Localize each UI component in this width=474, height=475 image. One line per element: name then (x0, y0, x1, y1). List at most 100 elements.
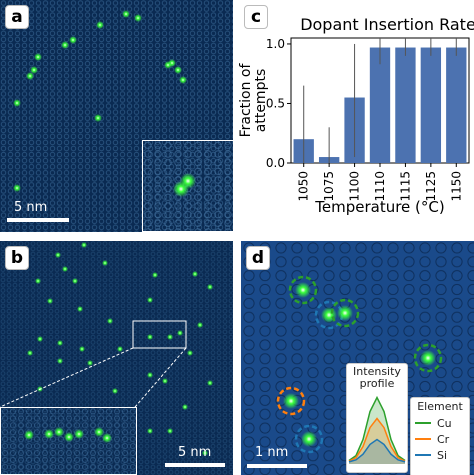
zoom-connector (0, 347, 134, 408)
zoom-region (132, 320, 187, 349)
scalebar-d (247, 464, 307, 468)
bar-chart: Dopant Insertion Rate Temperature (°C) Fra… (238, 15, 474, 216)
bar (420, 47, 442, 163)
dopant-atom (81, 242, 87, 248)
intensity-profile-box: Intensity profile (346, 363, 408, 473)
panel-a-label: a (5, 5, 29, 29)
intensity-profile-chart (348, 395, 406, 464)
dopant-atom (202, 450, 208, 456)
dopant-atom (102, 433, 112, 443)
legend-label: Cu (437, 416, 452, 430)
dopant-atom (35, 278, 41, 284)
panel-b-micrograph: b 5 nm (0, 241, 233, 475)
dopant-atom (147, 297, 153, 303)
dopant-atom (79, 346, 85, 352)
dopant-atom (420, 350, 436, 366)
dopant-atom (207, 284, 213, 290)
dopant-atom (167, 334, 173, 340)
dopant-atom (167, 428, 173, 434)
dopant-atom (61, 41, 69, 49)
scalebar-d-label: 1 nm (255, 445, 289, 460)
y-axis-label: attempts (253, 69, 269, 132)
panel-a-micrograph: a 5 nm (0, 0, 233, 232)
x-tick-label: 1125 (424, 171, 438, 202)
dopant-atom (295, 282, 311, 298)
dopant-atom (94, 427, 104, 437)
dopant-atom (54, 427, 64, 437)
y-axis-label: Fraction of (238, 63, 254, 138)
dopant-atom (301, 431, 317, 447)
dopant-atom (74, 429, 84, 439)
dopant-atom (94, 114, 102, 122)
legend-swatch (415, 438, 431, 440)
dopant-atom (69, 36, 77, 44)
dopant-atom (164, 61, 172, 69)
bar (395, 47, 416, 163)
dopant-atom (179, 76, 187, 84)
legend-swatch (415, 422, 431, 424)
micrograph-a-image (0, 0, 233, 232)
dopant-atom (174, 66, 182, 74)
profile-line (348, 417, 406, 462)
dopant-atom (62, 266, 68, 272)
dopant-atom (134, 14, 142, 22)
chart-title: Dopant Insertion Rate (300, 15, 474, 34)
element-legend: Element Cu Cr Si (410, 397, 470, 475)
dopant-atom (122, 10, 130, 18)
dopant-atom (44, 429, 54, 439)
dopant-atom (112, 388, 118, 394)
bar (369, 47, 391, 163)
dopant-atom (47, 298, 53, 304)
x-tick-label: 1050 (297, 171, 311, 202)
y-tick-label: 0.5 (266, 96, 285, 110)
panel-c-label: c (244, 5, 268, 29)
scalebar-b (165, 463, 225, 467)
panel-d-label: d (246, 246, 270, 270)
dopant-atom (207, 380, 213, 386)
dopant-atom (147, 334, 153, 340)
zoom-connector (134, 347, 187, 408)
dopant-atom (96, 21, 104, 29)
x-tick-label: 1075 (322, 171, 336, 202)
dopant-atom (55, 252, 61, 258)
dopant-atom (182, 404, 188, 410)
dopant-atom (27, 350, 33, 356)
legend-label: Si (437, 448, 448, 462)
legend-entry: Si (411, 447, 469, 463)
panel-b-label: b (5, 246, 29, 270)
dopant-atom (34, 53, 42, 61)
inset-a-image (143, 141, 233, 231)
inset-b (0, 407, 137, 475)
element-marker-circle (288, 275, 318, 305)
dopant-atom (102, 260, 108, 266)
element-marker-circle (413, 343, 443, 373)
y-tick-label: 0.0 (266, 156, 285, 170)
inset-b-image (1, 408, 136, 474)
dopant-atom (117, 346, 123, 352)
dopant-atom (37, 336, 43, 342)
element-marker-circle (294, 424, 324, 454)
dopant-atom (57, 340, 63, 346)
dopant-atom (177, 330, 183, 336)
profile-band (349, 439, 405, 464)
dopant-atom (26, 72, 34, 80)
dopant-atom (173, 181, 189, 197)
legend-entry: Cr (411, 431, 469, 447)
dopant-atom (147, 428, 153, 434)
dopant-atom (77, 306, 83, 312)
dopant-atom (197, 322, 203, 328)
legend-label: Cr (437, 432, 450, 446)
x-tick-label: 1150 (449, 171, 463, 202)
profile-line (348, 395, 406, 462)
profile-title: Intensity profile (353, 365, 401, 390)
legend-swatch (415, 454, 431, 456)
dopant-atom (162, 378, 168, 384)
y-tick-label: 1.0 (266, 37, 285, 51)
panel-c-chart: c Dopant Insertion Rate Temperature (°C) F… (236, 0, 474, 238)
profile-line (348, 438, 406, 463)
scalebar-a (7, 218, 69, 222)
panel-d-micrograph: d 1 nm Intensity profile Element Cu Cr Si (241, 241, 474, 475)
dopant-atom (192, 271, 198, 277)
dopant-atom (147, 372, 153, 378)
dopant-atom (64, 432, 74, 442)
